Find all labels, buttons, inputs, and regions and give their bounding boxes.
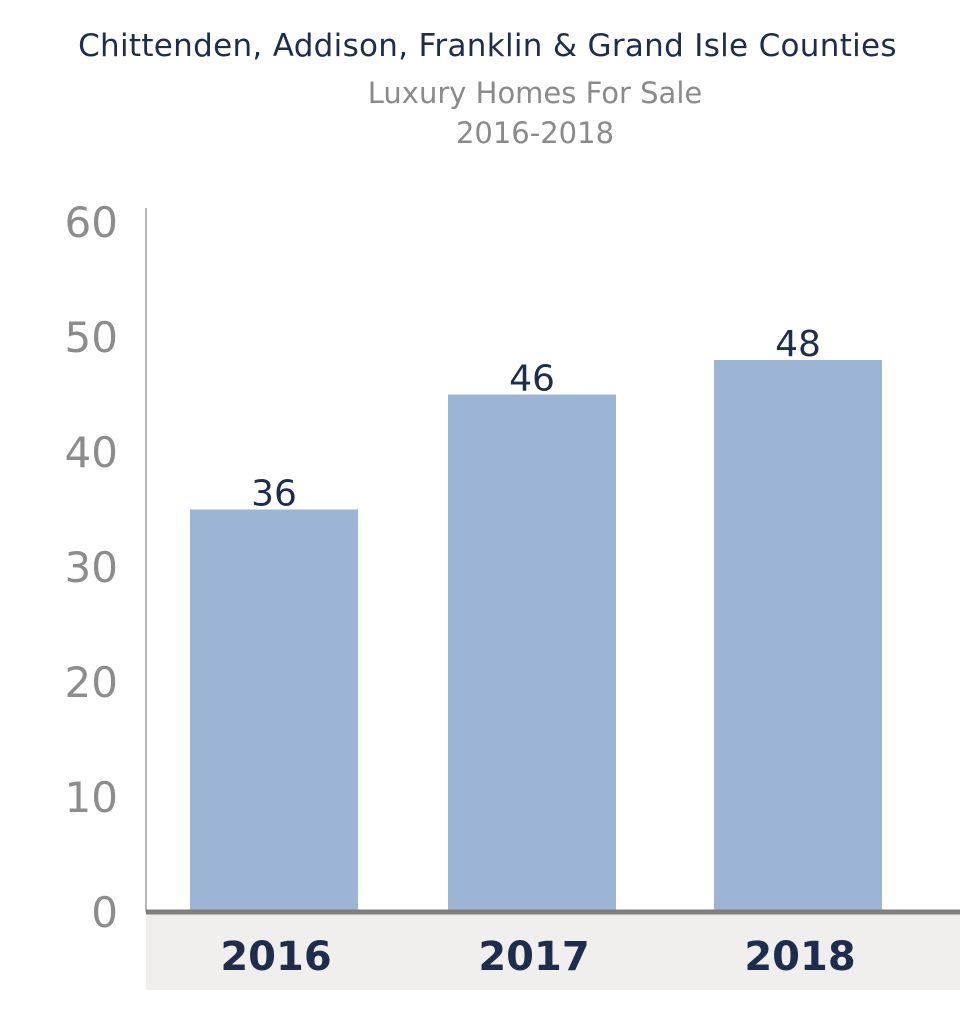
y-tick-label: 30 <box>65 543 118 592</box>
bar-2017 <box>448 394 616 912</box>
chart-subtitle-years: 2016-2018 <box>455 116 615 150</box>
y-tick-label: 40 <box>65 428 118 477</box>
data-label: 48 <box>775 324 821 365</box>
y-tick-label: 60 <box>65 198 118 247</box>
category-label: 2018 <box>744 934 855 980</box>
bar-2016 <box>190 509 358 912</box>
chart-title: Chittenden, Addison, Franklin & Grand Is… <box>78 28 897 64</box>
y-tick-label: 50 <box>65 313 118 362</box>
category-band <box>146 914 960 990</box>
y-tick-label: 0 <box>91 888 118 937</box>
chart-subtitle: Luxury Homes For Sale <box>367 76 703 110</box>
category-label: 2017 <box>478 934 589 980</box>
category-label: 2016 <box>220 934 331 980</box>
y-tick-label: 20 <box>65 658 118 707</box>
data-label: 36 <box>251 474 297 515</box>
y-tick-label: 10 <box>65 773 118 822</box>
bar-2018 <box>714 360 882 912</box>
data-label: 46 <box>509 359 555 400</box>
